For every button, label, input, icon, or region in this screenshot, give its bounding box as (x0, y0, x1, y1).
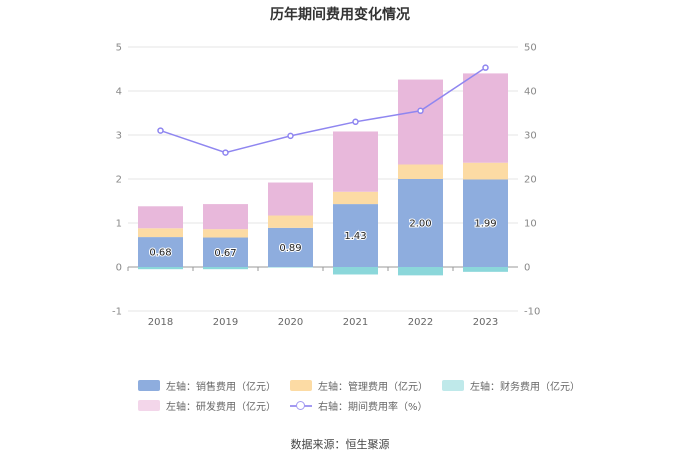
legend-label-expense-ratio: 右轴：期间费用率（%） (318, 402, 428, 413)
x-tick-label: 2020 (278, 317, 303, 328)
legend-item-sales[interactable]: 左轴：销售费用（亿元） (138, 378, 276, 393)
right-tick-label: 50 (524, 43, 537, 54)
legend-item-expense-ratio[interactable]: 右轴：期间费用率（%） (290, 398, 428, 413)
left-tick-label: 1 (116, 219, 122, 230)
bar-segment (398, 267, 443, 276)
bar-segment (203, 204, 248, 230)
bar-segment (398, 79, 443, 165)
data-label: 1.43 (344, 231, 366, 242)
bar-segment (333, 204, 378, 267)
data-label: 0.89 (279, 243, 301, 254)
left-tick-label: 2 (116, 175, 122, 186)
legend-label-finance: 左轴：财务费用（亿元） (470, 382, 580, 393)
data-label: 1.99 (474, 219, 496, 230)
left-tick-label: 5 (116, 43, 122, 54)
gridlines (128, 46, 518, 312)
x-tick-label: 2018 (148, 317, 173, 328)
legend-item-admin[interactable]: 左轴：管理费用（亿元） (290, 378, 428, 393)
line-point (157, 127, 164, 134)
line-layer (157, 64, 489, 156)
data-label: 0.67 (214, 248, 236, 259)
legend-label-admin: 左轴：管理费用（亿元） (318, 382, 428, 393)
x-tick-label: 2022 (408, 317, 433, 328)
bar-segment (463, 179, 508, 267)
right-tick-label: 10 (524, 219, 537, 230)
bar-segment (398, 179, 443, 267)
right-tick-label: 40 (524, 87, 537, 98)
line-point (352, 118, 359, 126)
data-source: 数据来源：恒生聚源 (290, 438, 390, 451)
bar-segment (268, 227, 313, 267)
bar-segment (203, 229, 248, 238)
bar-segment (268, 215, 313, 228)
data-label: 0.68 (149, 248, 171, 259)
chart-title: 历年期间费用变化情况 (270, 7, 410, 23)
bar-segment (138, 228, 183, 238)
bar-segment (268, 267, 313, 268)
bar-segment (138, 267, 183, 270)
legend-item-finance[interactable]: 左轴：财务费用（亿元） (442, 378, 580, 393)
legend-swatch-rnd (138, 400, 160, 411)
right-tick-label: 20 (524, 175, 537, 186)
bar-segment (138, 237, 183, 267)
legend-line-icon (290, 400, 312, 411)
line-point (417, 107, 424, 115)
left-tick-label: 0 (116, 263, 122, 274)
data-label: 2.00 (409, 219, 431, 230)
bar-segment (463, 162, 508, 180)
line-point (482, 64, 489, 71)
legend-swatch-admin (290, 380, 312, 391)
right-tick-label: -10 (524, 307, 540, 318)
right-tick-label: 30 (524, 131, 537, 142)
legend-label-sales: 左轴：销售费用（亿元） (166, 382, 276, 393)
x-tick-label: 2021 (343, 317, 368, 328)
chart-plot: 0.68 0.67 0.891.432.00 1.99 -1012345-100102… (112, 43, 540, 329)
bar-layer (138, 73, 508, 276)
bar-segment (138, 206, 183, 229)
left-tick-label: -1 (112, 307, 122, 318)
expense-ratio-line (160, 67, 486, 154)
line-point (222, 149, 229, 156)
x-tick-label: 2019 (213, 317, 238, 328)
left-tick-label: 4 (116, 87, 122, 98)
bar-segment (398, 164, 443, 179)
x-tick-label: 2023 (473, 317, 498, 328)
bar-segment (203, 267, 248, 270)
data-label-layer: 0.68 0.67 0.89 1.43 2.00 1.99 (148, 218, 497, 260)
bar-segment (333, 191, 378, 205)
legend-label-rnd: 左轴：研发费用（亿元） (166, 402, 276, 413)
bar-segment (268, 182, 313, 216)
bar-segment (333, 131, 378, 192)
bar-segment (203, 237, 248, 267)
left-tick-label: 3 (116, 131, 122, 142)
bar-segment (333, 267, 378, 275)
line-point (287, 132, 294, 140)
bar-segment (463, 267, 508, 272)
legend-swatch-sales (138, 380, 160, 391)
legend-item-rnd[interactable]: 左轴：研发费用（亿元） (138, 398, 276, 413)
legend-swatch-finance (442, 380, 464, 391)
right-tick-label: 0 (524, 263, 530, 274)
bar-segment (463, 73, 508, 163)
